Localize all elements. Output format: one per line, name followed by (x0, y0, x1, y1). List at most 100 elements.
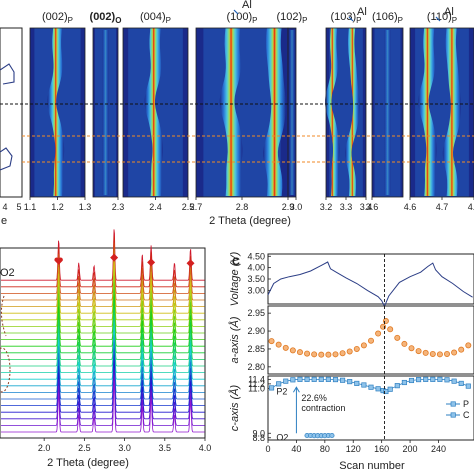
x-tick-label: 2.5 (182, 202, 195, 212)
xrd-scan-line (1, 268, 205, 321)
xrd-scan-line (1, 229, 205, 281)
a-axis-point (458, 346, 465, 353)
x-tick-label: 3.4 (360, 202, 373, 212)
header-index: (002) (42, 11, 68, 23)
y-tick-label: 8.8 (252, 433, 265, 443)
p2-point (347, 379, 353, 385)
panel-label-c: C (232, 256, 240, 268)
y-tick-label: 2.85 (247, 344, 265, 354)
al-annotation: Al (444, 6, 454, 18)
xrd-scan-line (1, 301, 205, 354)
a-axis-point (353, 345, 360, 352)
header-index: (100) (226, 11, 252, 23)
p2-point (451, 378, 457, 384)
o2-dashed-arrow (0, 295, 7, 337)
y-axis-label: Voltage (V) (229, 251, 241, 306)
legend-marker (450, 401, 456, 407)
xrd-frame (0, 247, 206, 439)
y-tick-label: 2.95 (247, 308, 265, 318)
al-arrow (348, 16, 354, 22)
p2-point (325, 376, 331, 382)
a-axis-point (346, 348, 353, 355)
y-tick-label: 11.2 (248, 379, 265, 389)
p2-point (401, 379, 407, 386)
strip-7: 4.6 4.7 4.8 (404, 27, 474, 212)
peak-band (144, 28, 163, 196)
y-axis-label: a-axis (Å) (228, 316, 241, 363)
xrd-scan-line (1, 262, 205, 314)
a-axis-point (465, 342, 472, 349)
x-tick-label: 2.5 (78, 443, 91, 453)
a-axis-point (387, 326, 394, 333)
a-axis-point (436, 351, 443, 358)
top-x-axis-label: 2 Theta (degree) (209, 215, 291, 227)
header-subscript: P (68, 16, 73, 25)
header-subscript: O (115, 16, 121, 25)
scan-number-axis-label: Scan number (339, 460, 405, 472)
column-header: (002)P (42, 11, 73, 25)
column-header: (102)P (276, 11, 307, 25)
a-axis-point (304, 350, 311, 357)
x-tick-label: 80 (320, 444, 330, 454)
xrd-scan-line (1, 361, 205, 413)
o2-dashed-loop (0, 347, 11, 393)
peak-band (47, 28, 65, 196)
a-axis-point (422, 349, 429, 356)
o2-point (329, 432, 335, 439)
left-tick-label: 4 (2, 202, 7, 212)
y-tick-label: 2.90 (247, 326, 265, 336)
xrd-scan-line (1, 315, 205, 367)
header-index: (102) (276, 11, 302, 23)
header-index: (106) (372, 11, 398, 23)
stacked-xrd-panel: O2 2.0 2.5 3.0 3.5 4.0 2 Theta (degree) (0, 229, 211, 469)
xrd-scan-line (1, 374, 205, 426)
p2-point (465, 383, 471, 389)
a-axis-point (429, 350, 436, 357)
x-tick-label: 2.3 (112, 202, 125, 212)
x-tick-label: 2.4 (149, 202, 162, 212)
y-tick-label: 3.00 (247, 285, 265, 295)
x-tick-label: 2.8 (236, 202, 249, 212)
peak-band (325, 28, 340, 196)
p2-point (437, 376, 443, 382)
a-axis-point (451, 349, 458, 356)
strip-1: 2.3 (92, 27, 125, 212)
left-panel-curve (0, 63, 15, 85)
a-axis-point (360, 342, 367, 349)
x-tick-label: 4.8 (468, 202, 474, 212)
xrd-scan-line (1, 341, 205, 393)
y-tick-label: 4.00 (247, 263, 265, 273)
x-tick-label: 3.2 (320, 202, 333, 212)
strip-4: 3.0 (287, 27, 303, 212)
column-header: (002)O (90, 11, 122, 25)
p2-label: P2 (276, 386, 287, 396)
legend-marker (450, 412, 456, 418)
header-index: (004) (140, 11, 166, 23)
x-tick-label: 3.0 (290, 202, 303, 212)
column-header: (004)P (140, 11, 171, 25)
x-tick-label: 1.2 (51, 202, 64, 212)
peak-band (345, 28, 360, 196)
peak-band (263, 28, 286, 196)
x-tick-label: 3.3 (340, 202, 353, 212)
x-tick-label: 120 (346, 444, 361, 454)
x-tick-label: 200 (403, 444, 418, 454)
left-panel-frame (0, 27, 23, 198)
column-header: (106)P (372, 11, 403, 25)
p2-point (430, 376, 436, 382)
header-subscript: P (302, 16, 307, 25)
p2-point (269, 385, 275, 391)
a-axis-point (325, 351, 332, 358)
p2-point (304, 376, 310, 382)
column-header: (103)P (330, 11, 361, 25)
a-axis-point (311, 351, 318, 358)
header-index: (103) (330, 11, 356, 23)
faint-band (384, 30, 391, 195)
left-panel-curve (0, 147, 13, 171)
p2-point (387, 386, 393, 392)
y-tick-label: 11.0 (248, 383, 265, 393)
a-axis-point (401, 340, 408, 347)
x-tick-label: 3.6 (366, 202, 379, 212)
